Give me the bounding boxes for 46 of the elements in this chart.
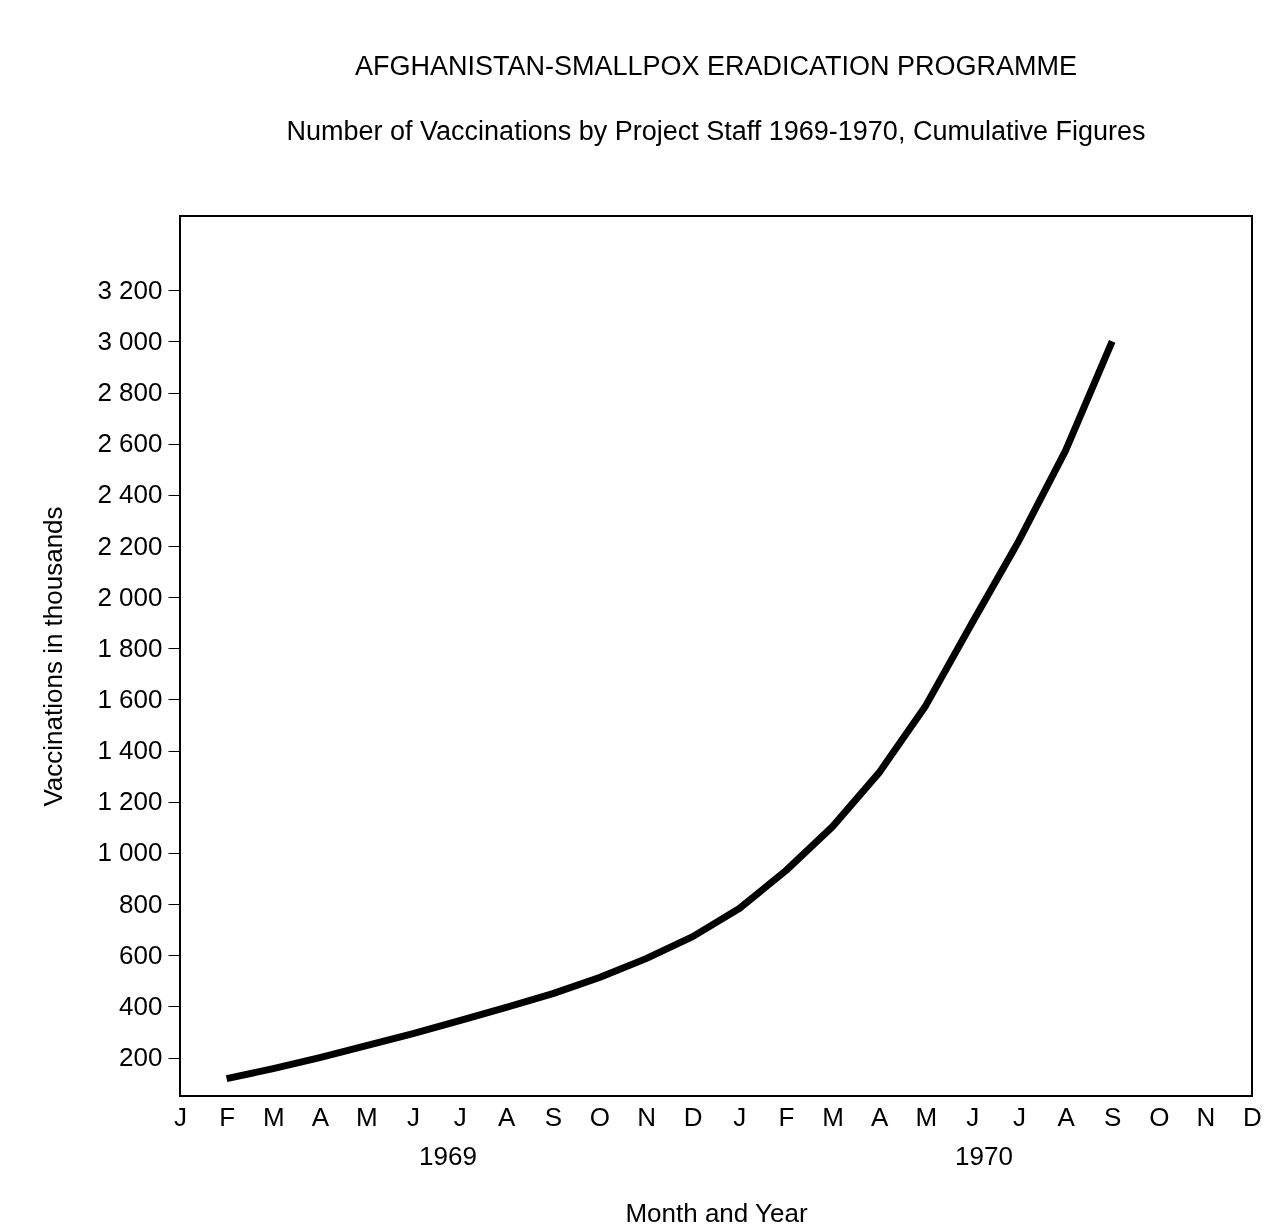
x-tick-label: S [1104, 1101, 1122, 1132]
y-tick-label: 400 [119, 990, 163, 1021]
chart-title: AFGHANISTAN-SMALLPOX ERADICATION PROGRAMME [354, 51, 1078, 81]
x-tick-label: F [219, 1101, 236, 1132]
x-tick-label: A [870, 1101, 889, 1132]
x-tick-label: O [1149, 1101, 1170, 1132]
x-tick-label: M [356, 1101, 378, 1132]
x-tick-label: D [1243, 1101, 1262, 1132]
x-tick-label: J [733, 1101, 747, 1132]
y-tick-label: 2 400 [97, 479, 163, 510]
x-tick-label: A [311, 1101, 330, 1132]
x-tick-label: M [262, 1101, 285, 1132]
chart-subtitle: Number of Vaccinations by Project Staff 1969-1970, Cumulative Figures [286, 116, 1146, 146]
x-axis-title: Month and Year [625, 1197, 808, 1228]
x-tick-label: A [498, 1101, 517, 1132]
y-tick-label: 1 400 [97, 735, 163, 766]
x-tick-label: J [407, 1101, 421, 1132]
y-tick-label: 1 600 [97, 683, 163, 714]
y-tick-label: 3 200 [97, 274, 163, 305]
x-tick-label: J [966, 1101, 980, 1132]
y-axis-title: Vaccinations in thousands [38, 506, 69, 807]
y-tick-label: 2 800 [97, 377, 163, 408]
y-tick-label: 600 [119, 939, 163, 970]
x-tick-label: J [174, 1101, 187, 1132]
y-tick-label: 200 [119, 1042, 163, 1073]
y-tick-label: 2 600 [97, 428, 163, 459]
x-tick-label: N [1196, 1101, 1216, 1132]
text: 1969 [419, 1141, 477, 1171]
y-tick-label: 3 000 [97, 325, 163, 356]
x-tick-label: F [778, 1101, 795, 1132]
y-tick-label: 2 000 [97, 581, 163, 612]
x-tick-label: J [1012, 1101, 1026, 1132]
x-tick-label: D [683, 1101, 703, 1132]
y-tick-label: 800 [119, 888, 163, 919]
x-tick-label: A [1057, 1101, 1076, 1132]
x-tick-label: J [453, 1101, 467, 1132]
y-tick-label: 1 200 [97, 786, 163, 817]
text: 1970 [955, 1141, 1013, 1171]
y-tick-label: 2 200 [97, 530, 163, 561]
x-tick-label: S [544, 1101, 563, 1132]
x-tick-label: N [637, 1101, 656, 1132]
x-tick-label: M [822, 1101, 844, 1132]
x-tick-label: O [589, 1101, 611, 1132]
y-tick-label: 1 800 [97, 632, 163, 663]
x-tick-label: M [915, 1101, 938, 1132]
y-tick-label: 1 000 [97, 837, 163, 868]
